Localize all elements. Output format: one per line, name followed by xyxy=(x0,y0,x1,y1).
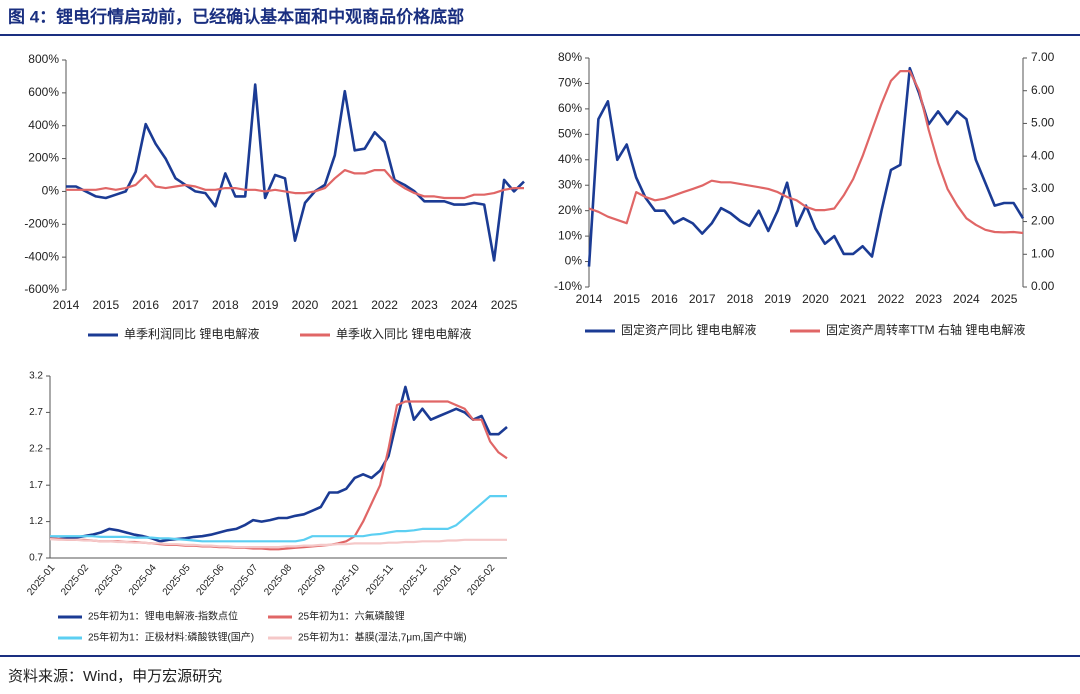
y-tick-label: -400% xyxy=(24,249,59,263)
x-tick-label: 2020 xyxy=(802,292,829,306)
x-tick-label: 2025-10 xyxy=(330,562,362,598)
x-tick-label: 2015 xyxy=(92,298,119,312)
y-tick-label: -200% xyxy=(24,216,59,230)
legend-label: 固定资产周转率TTM 右轴 锂电电解液 xyxy=(826,322,1025,337)
y-tick-label: 60% xyxy=(558,101,582,115)
y2-tick-label: 7.00 xyxy=(1031,50,1055,64)
x-tick-label: 2015 xyxy=(613,292,640,306)
x-tick-label: 2025-11 xyxy=(364,562,396,597)
y2-tick-label: 0.00 xyxy=(1031,279,1055,293)
x-tick-label: 2019 xyxy=(252,298,279,312)
y-tick-label: -600% xyxy=(24,282,59,296)
y2-tick-label: 6.00 xyxy=(1031,83,1055,97)
y-tick-label: 400% xyxy=(28,118,59,132)
y-tick-label: 10% xyxy=(558,228,582,242)
x-tick-label: 2014 xyxy=(53,298,80,312)
x-tick-label: 2025-05 xyxy=(161,562,193,598)
y-tick-label: 70% xyxy=(558,76,582,90)
y-tick-label: 40% xyxy=(558,152,582,166)
legend-label: 25年初为1：基膜(湿法,7μm,国产中端) xyxy=(298,631,467,644)
y-tick-label: 2.7 xyxy=(29,407,43,418)
x-tick-label: 2020 xyxy=(292,298,319,312)
y-tick-label: 0% xyxy=(565,254,583,268)
y-tick-label: 3.2 xyxy=(29,371,43,382)
y-tick-label: 1.2 xyxy=(29,516,43,527)
y-tick-label: 600% xyxy=(28,85,59,99)
legend-label: 单季利润同比 锂电电解液 xyxy=(124,326,259,341)
x-tick-label: 2023 xyxy=(411,298,438,312)
series-line xyxy=(49,385,508,543)
x-tick-label: 2025-08 xyxy=(262,562,294,598)
y2-tick-label: 5.00 xyxy=(1031,116,1055,130)
x-tick-label: 2025-07 xyxy=(228,562,260,598)
x-tick-label: 2017 xyxy=(172,298,199,312)
y-tick-label: 1.7 xyxy=(29,480,43,491)
y2-tick-label: 1.00 xyxy=(1031,246,1055,260)
legend-label: 单季收入同比 锂电电解液 xyxy=(336,326,471,341)
legend-label: 固定资产同比 锂电电解液 xyxy=(621,322,756,337)
y-tick-label: 800% xyxy=(28,52,59,66)
x-tick-label: 2026-01 xyxy=(432,562,464,598)
y-tick-label: 200% xyxy=(28,151,59,165)
x-tick-label: 2022 xyxy=(371,298,398,312)
x-tick-label: 2025-09 xyxy=(296,562,328,598)
series-line xyxy=(49,400,508,551)
x-tick-label: 2016 xyxy=(132,298,159,312)
x-tick-label: 2014 xyxy=(576,292,603,306)
x-tick-label: 2017 xyxy=(689,292,716,306)
x-tick-label: 2023 xyxy=(915,292,942,306)
y-tick-label: 80% xyxy=(558,50,582,64)
y-tick-label: -10% xyxy=(554,279,582,293)
x-tick-label: 2018 xyxy=(727,292,754,306)
x-tick-label: 2021 xyxy=(840,292,867,306)
legend-label: 25年初为1：正极材料:磷酸铁锂(国产) xyxy=(88,631,254,644)
x-tick-label: 2024 xyxy=(451,298,478,312)
series-line xyxy=(587,66,1025,267)
x-tick-label: 2025-06 xyxy=(195,562,227,598)
x-tick-label: 2018 xyxy=(212,298,239,312)
x-tick-label: 2024 xyxy=(953,292,980,306)
x-tick-label: 2025-02 xyxy=(59,562,91,598)
legend-label: 25年初为1：锂电电解液-指数点位 xyxy=(88,610,238,623)
x-tick-label: 2025-12 xyxy=(398,562,430,598)
series-line xyxy=(66,169,524,200)
y-tick-label: 50% xyxy=(558,127,582,141)
y2-tick-label: 4.00 xyxy=(1031,148,1055,162)
y-tick-label: 2.2 xyxy=(29,443,43,454)
x-tick-label: 2026-02 xyxy=(465,562,497,598)
x-tick-label: 2021 xyxy=(331,298,358,312)
y-tick-label: 0% xyxy=(42,184,60,198)
x-tick-label: 2025-01 xyxy=(25,562,57,598)
y2-tick-label: 3.00 xyxy=(1031,181,1055,195)
x-tick-label: 2025 xyxy=(491,298,518,312)
x-tick-label: 2016 xyxy=(651,292,678,306)
y-tick-label: 0.7 xyxy=(29,553,43,564)
x-tick-label: 2025-04 xyxy=(127,562,159,598)
x-tick-label: 2019 xyxy=(764,292,791,306)
series-line xyxy=(49,538,507,549)
y-tick-label: 30% xyxy=(558,177,582,191)
y2-tick-label: 2.00 xyxy=(1031,214,1055,228)
series-line xyxy=(66,83,525,262)
x-tick-label: 2025 xyxy=(991,292,1018,306)
source: 资料来源：Wind，申万宏源研究 xyxy=(8,668,222,685)
series-line xyxy=(588,70,1024,235)
y-tick-label: 20% xyxy=(558,203,582,217)
legend-label: 25年初为1：六氟磷酸锂 xyxy=(298,610,405,623)
x-tick-label: 2025-03 xyxy=(93,562,125,598)
x-tick-label: 2022 xyxy=(878,292,905,306)
page-title: 图 4：锂电行情启动前，已经确认基本面和中观商品价格底部 xyxy=(8,6,464,26)
series-line xyxy=(50,495,507,543)
